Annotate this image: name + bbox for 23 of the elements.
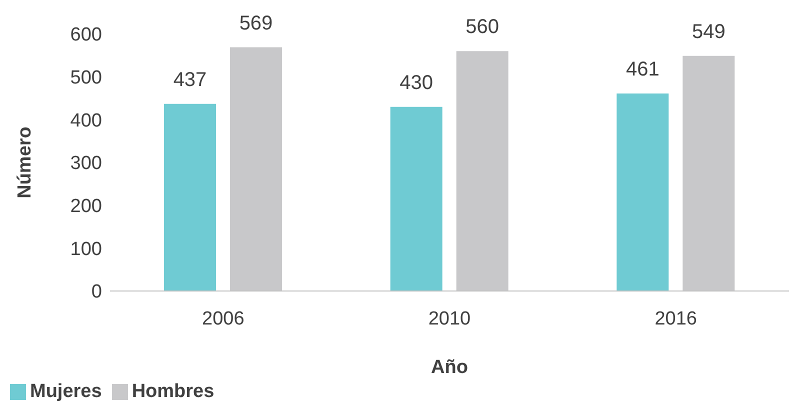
x-tick-label: 2006 [202,308,244,330]
bar [390,106,442,291]
y-tick-label: 200 [70,196,102,218]
data-label: 560 [466,16,500,38]
y-tick-label: 0 [91,282,102,303]
y-tick-label: 500 [70,68,102,89]
y-tick-label: 400 [70,110,102,132]
bar [164,104,216,291]
x-tick-label: 2010 [428,308,471,330]
legend-label: Hombres [132,381,214,402]
legend-label: Mujeres [30,381,102,402]
data-label: 430 [400,72,434,94]
x-axis-title: Año [431,357,468,378]
data-label: 437 [173,68,207,91]
y-tick-label: 600 [70,24,102,46]
y-tick-label: 100 [70,238,102,260]
data-label: 549 [692,20,726,43]
data-label: 569 [239,12,273,34]
y-axis-title: Número [14,126,36,198]
x-tick-label: 2016 [654,308,697,330]
bar [616,94,669,291]
data-label: 461 [626,58,660,81]
y-tick-label: 300 [70,153,102,174]
